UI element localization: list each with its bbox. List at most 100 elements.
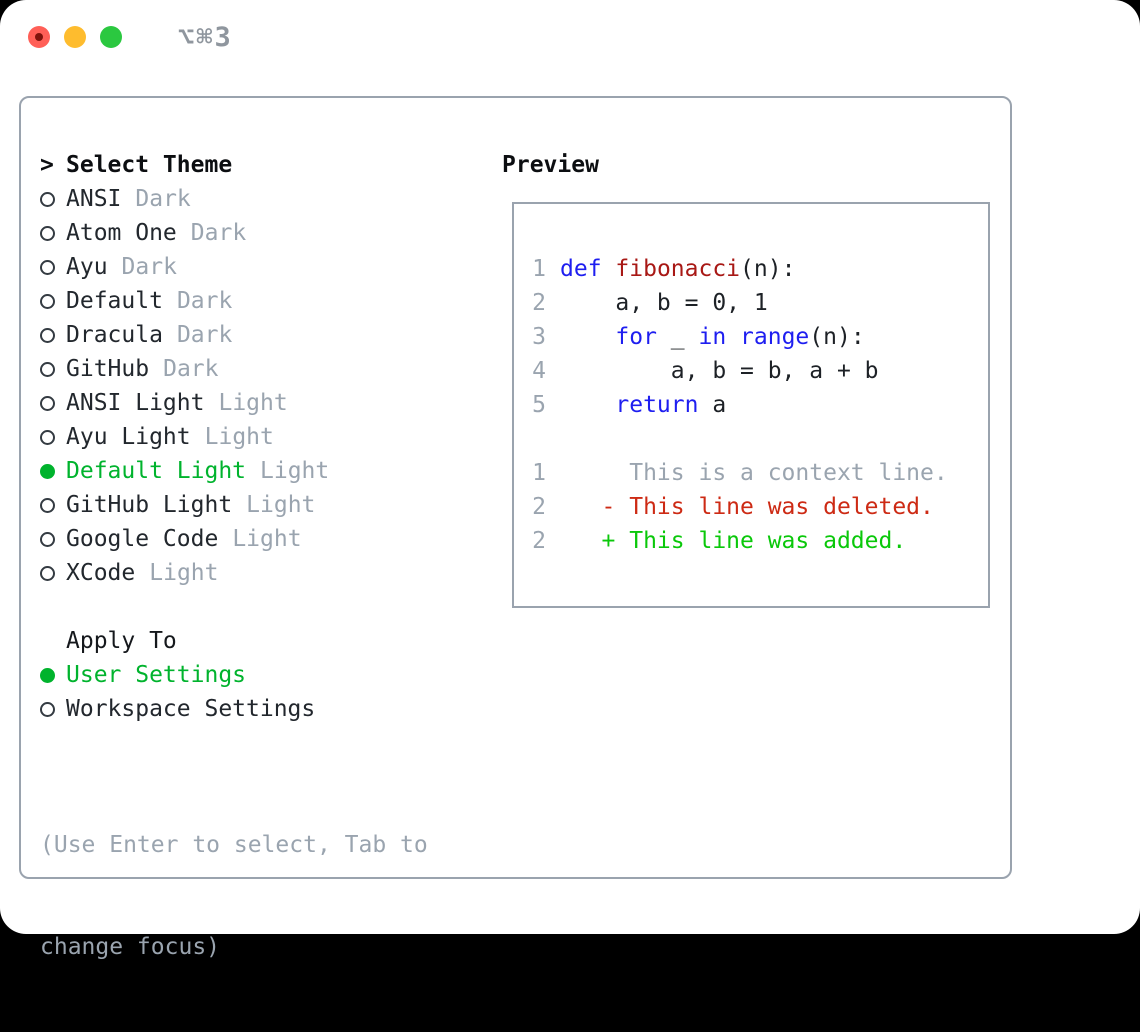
spacer-row bbox=[40, 726, 428, 760]
cursor-marker: > bbox=[40, 152, 66, 178]
radio-unselected-icon bbox=[40, 361, 66, 377]
theme-option-label: Dracula bbox=[66, 322, 163, 348]
minimize-button[interactable] bbox=[64, 26, 86, 48]
theme-variant-label: Dark bbox=[176, 322, 233, 348]
apply-to-header: Apply To bbox=[40, 624, 428, 658]
theme-option-ansi[interactable]: ANSI Dark bbox=[40, 182, 428, 216]
radio-selected-icon bbox=[40, 463, 66, 479]
close-button[interactable] bbox=[28, 26, 50, 48]
radio-circle bbox=[40, 293, 55, 309]
code-line-5: 5 return a bbox=[532, 388, 988, 422]
code-text: a, b = b, a + b bbox=[560, 354, 879, 388]
select-theme-header: > Select Theme bbox=[40, 148, 428, 182]
radio-circle bbox=[40, 463, 55, 479]
apply-to-list: User Settings Workspace Settings bbox=[40, 658, 428, 726]
theme-option-google-code[interactable]: Google Code Light bbox=[40, 522, 428, 556]
radio-circle bbox=[40, 225, 55, 241]
apply-option-label: User Settings bbox=[66, 662, 247, 688]
theme-option-label: Ayu bbox=[66, 254, 108, 280]
select-theme-title: Select Theme bbox=[66, 152, 233, 178]
theme-option-label: Atom One bbox=[66, 220, 177, 246]
theme-variant-label: Light bbox=[149, 560, 219, 586]
code-segment-plain: a bbox=[698, 392, 727, 418]
code-line-8: 2 - This line was deleted. bbox=[532, 490, 988, 524]
code-segment-plain bbox=[560, 392, 615, 418]
radio-circle bbox=[40, 667, 55, 683]
code-text: - This line was deleted. bbox=[560, 490, 934, 524]
code-text: This is a context line. bbox=[560, 456, 948, 490]
radio-unselected-icon bbox=[40, 531, 66, 547]
code-segment-plain: (n): bbox=[740, 256, 796, 282]
theme-picker-panel: > Select Theme ANSI Dark Atom One Dark Ayu Da… bbox=[19, 96, 1012, 960]
code-line-1: 1 def fibonacci(n): bbox=[532, 252, 988, 286]
line-number: 3 bbox=[532, 324, 546, 350]
theme-option-default-light[interactable]: Default Light Light bbox=[40, 454, 428, 488]
code-segment-keyword: def bbox=[560, 256, 602, 282]
code-line-9: 2 + This line was added. bbox=[532, 524, 988, 558]
apply-option-user-settings[interactable]: User Settings bbox=[40, 658, 428, 692]
radio-circle bbox=[40, 701, 55, 717]
code-text: + This line was added. bbox=[560, 524, 907, 558]
titlebar: ⌥⌘3 bbox=[28, 22, 233, 53]
theme-option-label: Ayu Light bbox=[66, 424, 191, 450]
code-text: def fibonacci(n): bbox=[560, 252, 795, 286]
theme-list: ANSI Dark Atom One Dark Ayu Dark Default Dark Dr… bbox=[40, 182, 428, 590]
theme-option-label: Google Code bbox=[66, 526, 219, 552]
theme-option-label: ANSI Light bbox=[66, 390, 205, 416]
apply-to-title: Apply To bbox=[66, 628, 177, 654]
theme-option-default[interactable]: Default Dark bbox=[40, 284, 428, 318]
theme-variant-label: Dark bbox=[163, 356, 219, 382]
line-number: 1 bbox=[532, 460, 546, 486]
code-segment-plain: a, b = b, a + b bbox=[560, 358, 879, 384]
code-segment-deleted: - This line was deleted. bbox=[560, 494, 934, 520]
theme-variant-label: Light bbox=[218, 390, 288, 416]
code-segment-keyword: return bbox=[615, 392, 699, 418]
code-blank-line bbox=[532, 422, 988, 456]
code-segment-plain: _ bbox=[656, 324, 699, 350]
code-line-2: 2 a, b = 0, 1 bbox=[532, 286, 988, 320]
maximize-button[interactable] bbox=[100, 26, 122, 48]
theme-variant-label: Dark bbox=[135, 186, 191, 212]
radio-unselected-icon bbox=[40, 497, 66, 513]
line-number: 4 bbox=[532, 358, 546, 384]
radio-circle bbox=[40, 327, 55, 343]
code-segment-plain: a, b = 0, 1 bbox=[560, 290, 768, 316]
radio-unselected-icon bbox=[40, 259, 66, 275]
code-segment-added: + This line was added. bbox=[560, 528, 907, 554]
radio-unselected-icon bbox=[40, 395, 66, 411]
apply-option-workspace-settings[interactable]: Workspace Settings bbox=[40, 692, 428, 726]
theme-option-ansi-light[interactable]: ANSI Light Light bbox=[40, 386, 428, 420]
radio-circle bbox=[40, 191, 55, 207]
theme-option-dracula[interactable]: Dracula Dark bbox=[40, 318, 428, 352]
code-text: a, b = 0, 1 bbox=[560, 286, 768, 320]
window-title: ⌥⌘3 bbox=[178, 21, 233, 53]
radio-unselected-icon bbox=[40, 429, 66, 445]
theme-variant-label: Dark bbox=[176, 288, 233, 314]
line-number: 2 bbox=[532, 528, 546, 554]
radio-circle bbox=[40, 429, 55, 445]
radio-selected-icon bbox=[40, 667, 66, 683]
line-number bbox=[532, 422, 546, 456]
code-text: return a bbox=[560, 388, 726, 422]
code-segment-plain bbox=[726, 324, 740, 350]
radio-unselected-icon bbox=[40, 565, 66, 581]
theme-option-label: XCode bbox=[66, 560, 136, 586]
theme-option-github[interactable]: GitHub Dark bbox=[40, 352, 428, 386]
theme-option-ayu-light[interactable]: Ayu Light Light bbox=[40, 420, 428, 454]
theme-option-xcode[interactable]: XCode Light bbox=[40, 556, 428, 590]
radio-circle bbox=[40, 395, 55, 411]
code-segment-keyword: in bbox=[698, 324, 727, 350]
theme-option-atom-one[interactable]: Atom One Dark bbox=[40, 216, 428, 250]
theme-option-github-light[interactable]: GitHub Light Light bbox=[40, 488, 428, 522]
hint-text: (Use Enter to select, Tab to change focu… bbox=[40, 760, 428, 1032]
theme-variant-label: Dark bbox=[190, 220, 247, 246]
theme-option-label: GitHub Light bbox=[66, 492, 233, 518]
theme-option-ayu[interactable]: Ayu Dark bbox=[40, 250, 428, 284]
code-text: for _ in range(n): bbox=[560, 320, 864, 354]
preview-title: Preview bbox=[502, 152, 599, 178]
theme-variant-label: Light bbox=[204, 424, 274, 450]
theme-option-label: ANSI bbox=[66, 186, 122, 212]
code-segment-function: fibonacci bbox=[615, 256, 741, 282]
code-line-3: 3 for _ in range(n): bbox=[532, 320, 988, 354]
